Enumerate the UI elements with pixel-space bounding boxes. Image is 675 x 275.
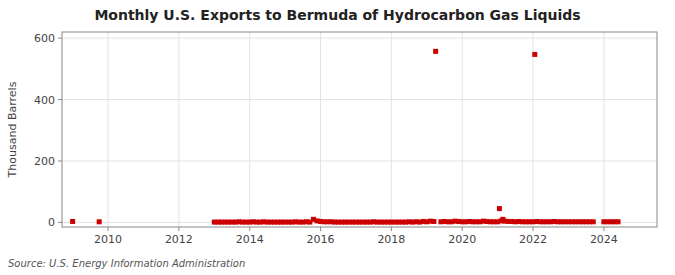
x-tick <box>249 227 250 231</box>
x-tick <box>108 227 109 231</box>
x-grid-line <box>603 32 604 227</box>
x-grid-line <box>462 32 463 227</box>
point <box>433 49 438 54</box>
x-tick-label: 2010 <box>94 233 122 246</box>
y-grid-line <box>62 99 657 100</box>
x-tick <box>391 227 392 231</box>
y-tick <box>58 222 62 223</box>
point <box>532 52 537 57</box>
x-tick <box>178 227 179 231</box>
chart: 2010 2012 2014 2016 2018 2020 2022 2024 0 200 400 6… <box>0 0 675 275</box>
x-tick-label: 2012 <box>165 233 193 246</box>
source: Source: U.S. Energy Information Administ… <box>8 258 245 269</box>
y-tick-label: 0 <box>48 216 55 229</box>
y-grid-line <box>62 38 657 39</box>
x-tick <box>462 227 463 231</box>
points <box>70 49 620 225</box>
x-tick <box>320 227 321 231</box>
x-tick <box>533 227 534 231</box>
y-tick-label: 200 <box>34 155 55 168</box>
point <box>616 219 621 224</box>
y-axis-label: Thousand Barrels <box>6 81 19 178</box>
x-grid-line <box>108 32 109 227</box>
x-axis: 2010 2012 2014 2016 2018 2020 2022 2024 <box>94 227 618 246</box>
grid <box>62 32 657 227</box>
x-grid-line <box>533 32 534 227</box>
y-tick-label: 600 <box>34 32 55 45</box>
x-grid-line <box>178 32 179 227</box>
y-grid-line <box>62 160 657 161</box>
point <box>591 219 596 224</box>
plot-frame <box>62 32 657 227</box>
x-tick-label: 2024 <box>590 233 618 246</box>
x-grid-line <box>320 32 321 227</box>
x-grid-line <box>391 32 392 227</box>
y-tick <box>58 99 62 100</box>
x-tick-label: 2022 <box>519 233 547 246</box>
y-axis: 0 200 400 600 <box>34 32 62 229</box>
title: Monthly U.S. Exports to Bermuda of Hydro… <box>94 7 580 23</box>
x-tick <box>603 227 604 231</box>
y-tick-label: 400 <box>34 94 55 107</box>
x-tick-label: 2016 <box>307 233 335 246</box>
point <box>97 219 102 224</box>
point <box>497 206 502 211</box>
x-tick-label: 2018 <box>377 233 405 246</box>
x-grid-line <box>249 32 250 227</box>
point <box>431 219 436 224</box>
y-tick <box>58 38 62 39</box>
point <box>70 219 75 224</box>
x-tick-label: 2014 <box>236 233 264 246</box>
y-tick <box>58 160 62 161</box>
x-tick-label: 2020 <box>448 233 476 246</box>
